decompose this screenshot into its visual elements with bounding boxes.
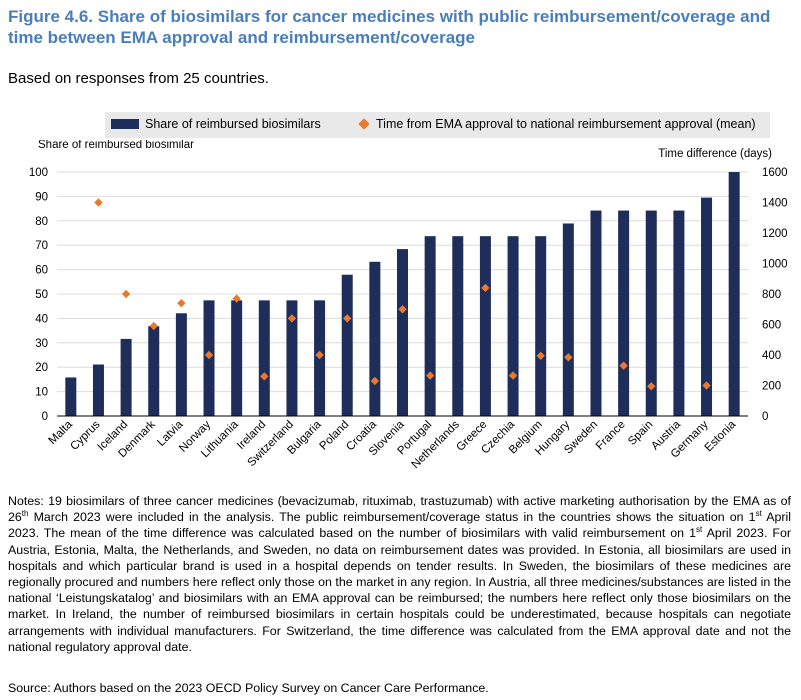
legend-bar-swatch xyxy=(111,119,139,129)
y2-tick-label: 0 xyxy=(762,411,768,423)
diamond-marker xyxy=(481,283,490,293)
bar xyxy=(535,236,547,416)
chart-area: Share of reimbursed biosimilar Time diff… xyxy=(29,140,788,471)
y-tick-label: 80 xyxy=(35,216,48,228)
y-tick-label: 60 xyxy=(35,265,48,277)
bar xyxy=(175,313,187,416)
diamond-marker xyxy=(177,298,186,308)
figure-title: Figure 4.6. Share of biosimilars for can… xyxy=(8,7,771,47)
diamond-marker xyxy=(343,314,352,323)
y2-tick-label: 400 xyxy=(762,350,781,362)
legend-diamond-swatch xyxy=(358,118,370,130)
notes-sup-1: th xyxy=(21,509,29,519)
diamond-marker xyxy=(398,305,407,314)
y2-tick-label: 200 xyxy=(762,381,781,393)
diamond-marker xyxy=(647,382,656,391)
y2-tick-label: 800 xyxy=(762,289,781,301)
y-tick-label: 100 xyxy=(29,167,48,179)
y-tick-label: 90 xyxy=(35,191,48,203)
diamond-marker xyxy=(425,371,435,380)
bar xyxy=(369,261,381,416)
diamond-marker xyxy=(370,376,380,386)
bar xyxy=(424,236,436,416)
y-tick-label: 50 xyxy=(35,289,48,301)
bar xyxy=(618,210,630,416)
bar xyxy=(397,249,408,416)
legend-item-bars: Share of reimbursed biosimilars xyxy=(111,117,321,131)
legend-bar-label: Share of reimbursed biosimilars xyxy=(145,117,321,131)
diamond-marker xyxy=(232,294,241,303)
bar xyxy=(258,300,270,416)
diamond-marker xyxy=(260,372,269,381)
bar xyxy=(645,210,657,416)
diamond-marker xyxy=(94,198,103,207)
bar xyxy=(673,210,685,416)
y2-tick-label: 1400 xyxy=(762,198,788,210)
y-tick-label: 70 xyxy=(35,240,48,252)
diamond-marker xyxy=(204,350,214,360)
bar xyxy=(286,300,298,416)
bar xyxy=(65,377,77,416)
y2-axis-title: Time difference (days) xyxy=(658,148,772,160)
figure-subtitle: Based on responses from 25 countries. xyxy=(8,70,269,87)
y-tick-label: 0 xyxy=(42,411,48,423)
y-tick-label: 10 xyxy=(35,387,48,399)
bar-series xyxy=(65,172,740,416)
notes-sup-3: st xyxy=(696,525,703,535)
bar xyxy=(341,274,353,416)
bar xyxy=(590,210,602,416)
diamond-marker xyxy=(536,351,545,360)
y-axis-title: Share of reimbursed biosimilar xyxy=(38,140,194,151)
x-tick-label: Estonia xyxy=(703,418,739,454)
x-tick-label: France xyxy=(594,419,628,453)
bar xyxy=(148,326,160,416)
diamond-marker xyxy=(121,289,131,299)
diamond-marker xyxy=(619,361,628,370)
y-tick-label: 20 xyxy=(35,362,48,374)
bar xyxy=(120,338,132,416)
diamond-series xyxy=(94,198,711,391)
figure-notes: Notes: 19 biosimilars of three cancer me… xyxy=(8,493,791,655)
notes-text-3: April 2023. The mean of the time differe… xyxy=(8,510,792,541)
diamond-marker xyxy=(287,314,297,323)
bar xyxy=(479,236,491,416)
figure-source: Source: Authors based on the 2023 OECD P… xyxy=(8,681,489,695)
y-tick-label: 40 xyxy=(35,313,48,325)
y2-tick-label: 1600 xyxy=(762,167,788,179)
bar xyxy=(92,364,104,416)
notes-text-4: April 2023. For Austria, Estonia, Malta,… xyxy=(8,526,791,654)
diamond-marker xyxy=(702,381,711,390)
legend-diamond-label: Time from EMA approval to national reimb… xyxy=(376,117,756,131)
y-tick-label: 30 xyxy=(35,338,48,350)
y2-tick-label: 1200 xyxy=(762,228,788,240)
notes-text-2: March 2023 were included in the analysis… xyxy=(28,510,756,525)
bar xyxy=(728,172,740,416)
diamond-marker xyxy=(149,321,158,331)
notes-sup-2: st xyxy=(755,509,762,519)
y2-tick-label: 1000 xyxy=(762,259,788,271)
y2-tick-label: 600 xyxy=(762,320,781,332)
chart-legend: Share of reimbursed biosimilars Time fro… xyxy=(105,112,770,138)
bar xyxy=(562,223,574,416)
bar xyxy=(231,300,243,416)
diamond-marker xyxy=(508,371,518,380)
diamond-marker xyxy=(315,350,324,360)
notes-text-1: Notes: 19 biosimilars of three cancer me… xyxy=(8,494,791,525)
legend-item-diamonds: Time from EMA approval to national reimb… xyxy=(358,117,756,131)
bar xyxy=(701,197,713,416)
diamond-marker xyxy=(564,353,573,362)
bar xyxy=(452,236,464,416)
bar xyxy=(507,236,519,416)
